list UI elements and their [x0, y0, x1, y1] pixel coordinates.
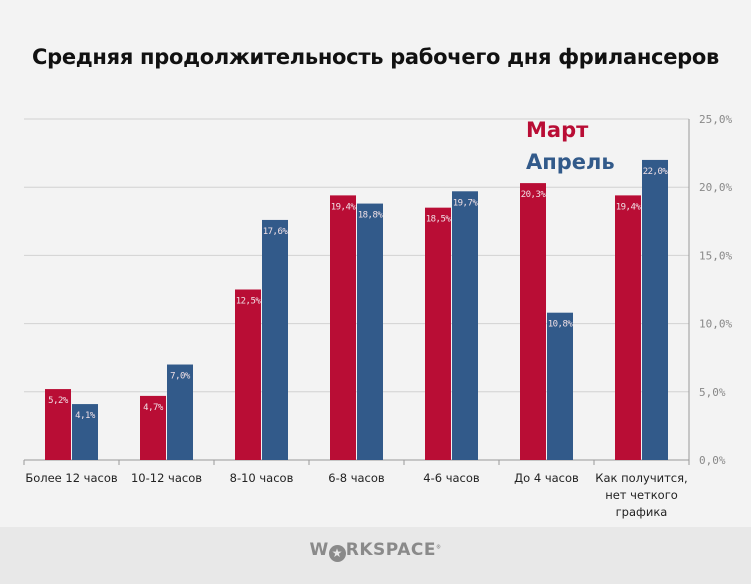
y-tick-label: 20,0%: [699, 181, 732, 194]
bar-april: [167, 364, 193, 460]
x-tick-label: 10-12 часов: [131, 471, 202, 485]
footer: [0, 527, 751, 584]
y-tick-label: 10,0%: [699, 318, 732, 331]
x-tick-label: нет четкого: [605, 488, 678, 502]
bar-mart: [425, 207, 451, 460]
chart-title: Средняя продолжительность рабочего дня ф…: [31, 45, 719, 69]
bar-april: [262, 219, 288, 460]
data-label: 18,8%: [358, 211, 384, 221]
data-label: 22,0%: [643, 167, 669, 177]
data-label: 5,2%: [48, 396, 69, 406]
bar-april: [72, 404, 98, 460]
data-label: 4,7%: [143, 403, 164, 413]
data-label: 7,0%: [170, 372, 191, 382]
y-tick-label: 0,0%: [699, 454, 726, 467]
x-tick-label: 4-6 часов: [423, 471, 480, 485]
workspace-logo: W ★ RKSPACE®: [309, 540, 442, 562]
bar-mart: [615, 195, 641, 460]
legend-mart: Март: [526, 118, 589, 142]
data-label: 19,4%: [331, 202, 357, 212]
bar-chart: 0,0% 5,0% 10,0% 15,0% 20,0% 25,0% 5,2% 4,1% Боле…: [23, 113, 732, 519]
bar-mart: [45, 389, 71, 460]
data-label: 19,7%: [453, 198, 479, 208]
data-label: 12,5%: [236, 297, 262, 307]
x-tick-label: До 4 часов: [514, 471, 579, 485]
bar-mart: [330, 195, 356, 460]
data-label: 19,4%: [616, 202, 642, 212]
star-icon: ★: [328, 545, 346, 562]
bar-april: [547, 312, 573, 460]
x-tick-label: 8-10 часов: [230, 471, 294, 485]
y-tick-label: 5,0%: [699, 386, 726, 399]
y-tick-label: 15,0%: [699, 249, 732, 262]
data-label: 20,3%: [521, 190, 547, 200]
data-label: 10,8%: [548, 320, 574, 330]
bar-april: [452, 191, 478, 461]
x-tick-label: Более 12 часов: [25, 471, 118, 485]
x-tick-label: Как получится,: [595, 471, 687, 485]
bar-mart: [140, 395, 166, 460]
bar-mart: [235, 289, 261, 460]
data-label: 4,1%: [75, 411, 96, 421]
legend-april: Апрель: [526, 150, 615, 174]
data-label: 18,5%: [426, 215, 452, 225]
x-tick-label: графика: [616, 505, 668, 519]
y-tick-label: 25,0%: [699, 113, 732, 126]
bar-mart: [520, 183, 546, 460]
x-tick-label: 6-8 часов: [328, 471, 385, 485]
bar-april: [642, 159, 668, 461]
data-label: 17,6%: [263, 227, 289, 237]
bar-april: [357, 203, 383, 460]
